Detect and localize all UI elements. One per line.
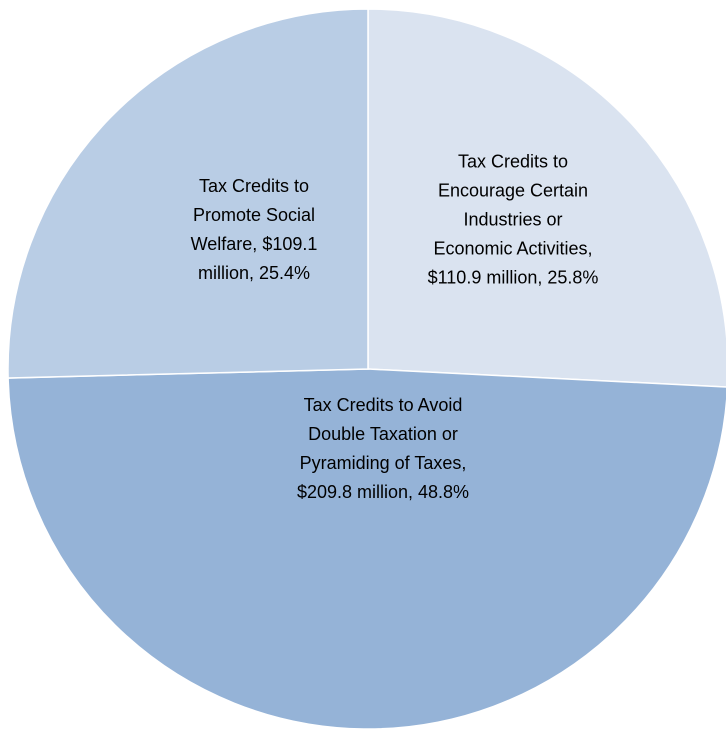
- pie-slice: [7, 8, 369, 379]
- slice-label: Tax Credits to Promote Social Welfare, $…: [179, 172, 329, 288]
- value-label: $110.9 million, 25.8%: [427, 267, 599, 288]
- slice-label: Tax Credits to Avoid Double Taxation or …: [288, 391, 478, 507]
- slice-label: Tax Credits to Encourage Certain Industr…: [424, 148, 602, 293]
- category-label: Tax Credits to Encourage Certain Industr…: [433, 151, 593, 259]
- category-label: Tax Credits to Avoid Double Taxation or …: [299, 395, 467, 473]
- value-label: $109.1 million, 25.4%: [197, 234, 318, 283]
- value-label: $209.8 million, 48.8%: [296, 482, 470, 502]
- category-label: Tax Credits to Promote Social Welfare,: [190, 176, 316, 254]
- pie-slice: [7, 368, 726, 730]
- pie-slice: [367, 8, 726, 388]
